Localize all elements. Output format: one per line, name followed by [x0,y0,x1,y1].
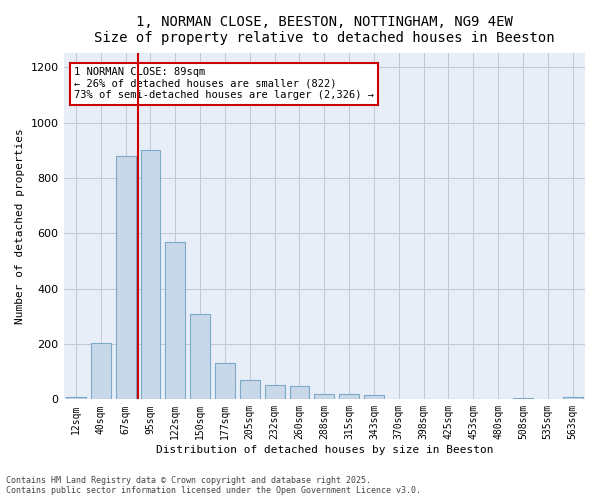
Bar [314,394,334,400]
Text: Contains HM Land Registry data © Crown copyright and database right 2025.
Contai: Contains HM Land Registry data © Crown c… [6,476,421,495]
Bar [190,314,210,400]
Bar [563,397,583,400]
Bar [265,386,284,400]
Y-axis label: Number of detached properties: Number of detached properties [15,128,25,324]
Bar [339,394,359,400]
X-axis label: Distribution of detached houses by size in Beeston: Distribution of detached houses by size … [155,445,493,455]
Bar [91,342,111,400]
Bar [513,398,533,400]
Bar [364,395,384,400]
Bar [66,396,86,400]
Bar [166,242,185,400]
Bar [116,156,136,400]
Text: 1 NORMAN CLOSE: 89sqm
← 26% of detached houses are smaller (822)
73% of semi-det: 1 NORMAN CLOSE: 89sqm ← 26% of detached … [74,67,374,100]
Bar [290,386,310,400]
Title: 1, NORMAN CLOSE, BEESTON, NOTTINGHAM, NG9 4EW
Size of property relative to detac: 1, NORMAN CLOSE, BEESTON, NOTTINGHAM, NG… [94,15,554,45]
Bar [215,364,235,400]
Bar [140,150,160,400]
Bar [240,380,260,400]
